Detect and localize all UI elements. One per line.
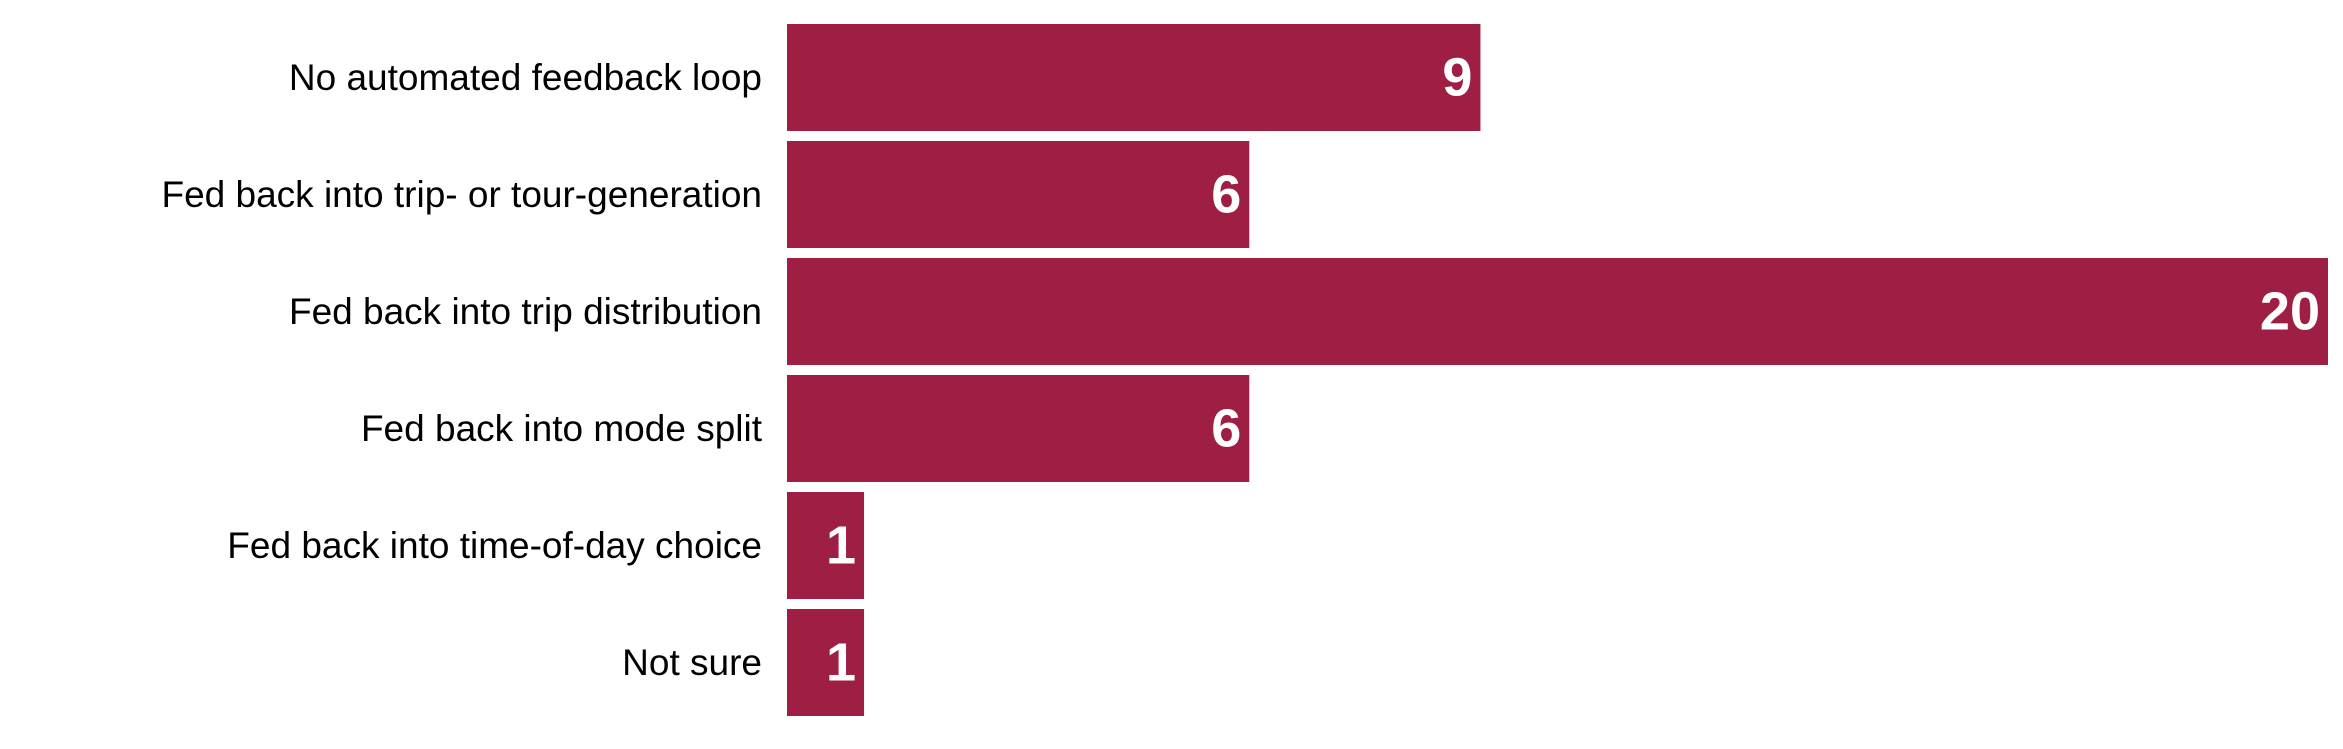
category-label-4: Fed back into time-of-day choice [227, 525, 762, 566]
category-label-1: Fed back into trip- or tour-generation [161, 174, 762, 215]
labels-layer: No automated feedback loop 9 Fed back into… [161, 48, 2320, 693]
value-label-3: 6 [1211, 399, 1241, 459]
value-label-2: 20 [2260, 282, 2320, 342]
category-label-0: No automated feedback loop [289, 57, 762, 98]
bar-0 [787, 24, 1481, 131]
category-label-2: Fed back into trip distribution [289, 291, 762, 332]
bar-1 [787, 141, 1250, 248]
bars-layer [787, 24, 2328, 716]
category-label-5: Not sure [622, 642, 762, 683]
bar-3 [787, 375, 1250, 482]
bar-4 [787, 492, 865, 599]
value-label-4: 1 [826, 516, 856, 576]
category-label-3: Fed back into mode split [361, 408, 763, 449]
value-label-1: 6 [1211, 165, 1241, 225]
bar-2 [787, 258, 2328, 365]
bar-5 [787, 609, 865, 716]
value-label-5: 1 [826, 633, 856, 693]
value-label-0: 9 [1442, 48, 1472, 108]
